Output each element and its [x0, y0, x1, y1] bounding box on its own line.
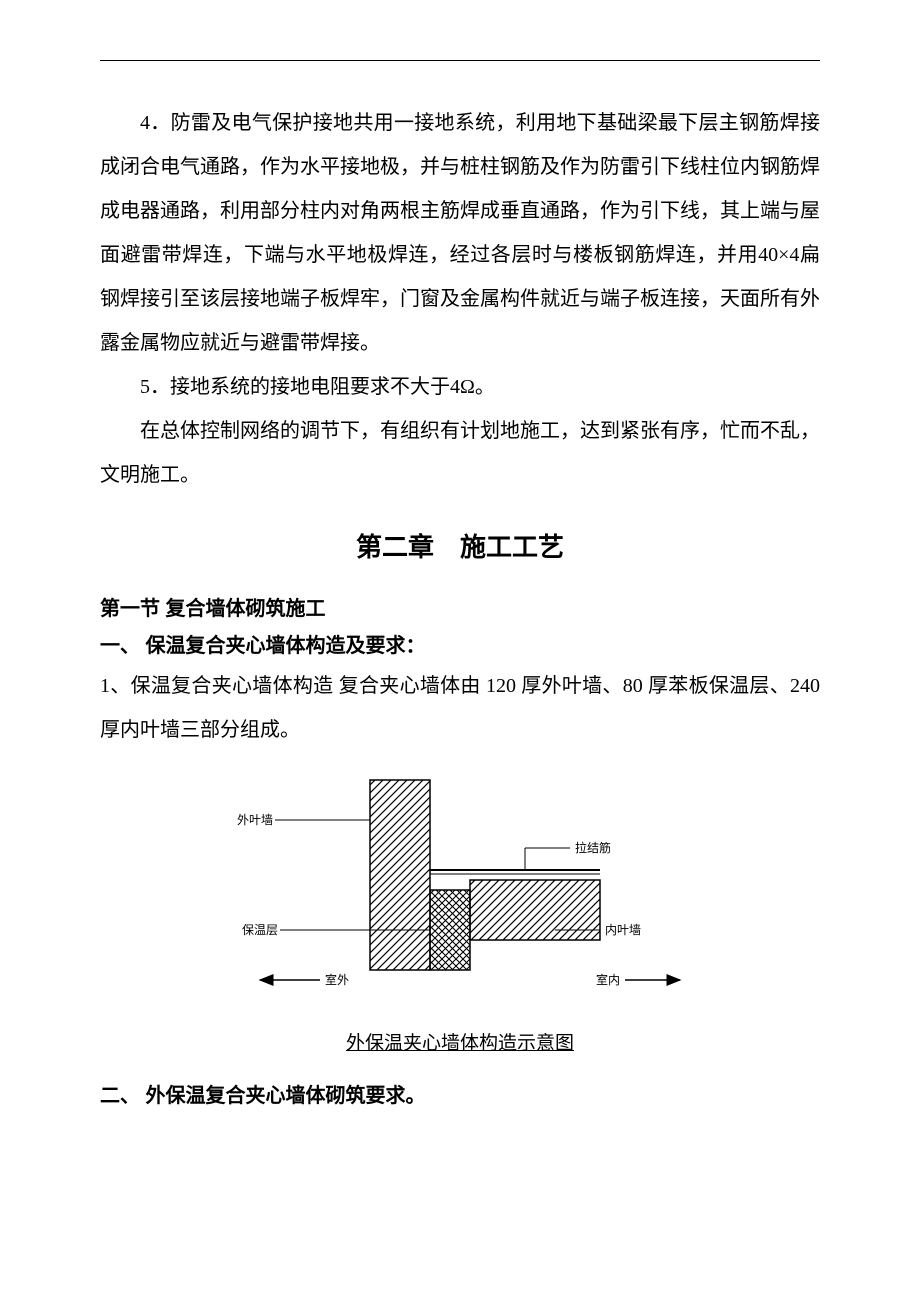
top-rule: [100, 60, 820, 61]
paragraph-5: 5．接地系统的接地电阻要求不大于4Ω。: [100, 365, 820, 409]
subhead-2: 二、 外保温复合夹心墙体砌筑要求。: [100, 1079, 820, 1108]
paragraph-6: 在总体控制网络的调节下，有组织有计划地施工，达到紧张有序，忙而不乱，文明施工。: [100, 409, 820, 497]
section-1-title: 第一节 复合墙体砌筑施工: [100, 592, 820, 621]
label-indoor: 室内: [596, 972, 620, 987]
label-outdoor: 室外: [325, 972, 349, 987]
label-insulation: 保温层: [242, 923, 278, 937]
label-inner-leaf: 内叶墙: [605, 923, 641, 937]
inner-leaf-rect: [470, 880, 600, 940]
item-1: 1、保温复合夹心墙体构造 复合夹心墙体由 120 厚外叶墙、80 厚苯板保温层、…: [100, 664, 820, 752]
diagram-caption: 外保温夹心墙体构造示意图: [100, 1028, 820, 1055]
outer-leaf-rect: [370, 780, 430, 970]
subhead-1: 一、 保温复合夹心墙体构造及要求：: [100, 629, 820, 658]
wall-diagram: 外叶墙 拉结筋 保温层 内叶墙 室外 室内: [100, 770, 820, 1010]
chapter-title: 第二章 施工工艺: [100, 527, 820, 564]
label-tie-bar: 拉结筋: [575, 840, 611, 855]
page: 4．防雷及电气保护接地共用一接地系统，利用地下基础梁最下层主钢筋焊接成闭合电气通…: [0, 0, 920, 1302]
paragraph-4: 4．防雷及电气保护接地共用一接地系统，利用地下基础梁最下层主钢筋焊接成闭合电气通…: [100, 101, 820, 365]
label-outer-leaf: 外叶墙: [237, 813, 273, 827]
insulation-rect: [430, 890, 470, 970]
